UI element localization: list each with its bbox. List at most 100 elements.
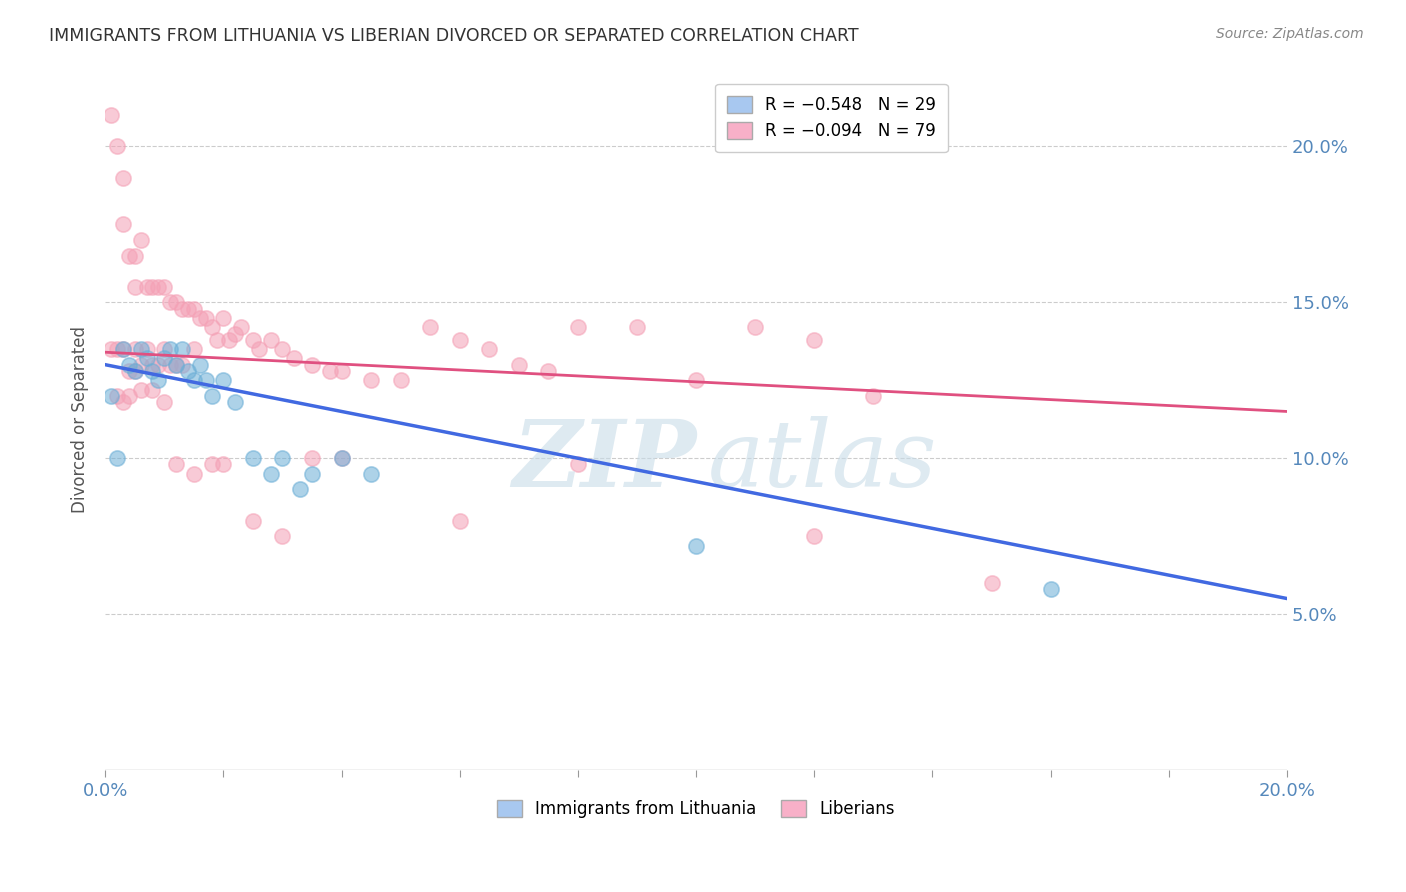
Point <box>118 364 141 378</box>
Point <box>124 279 146 293</box>
Point <box>124 342 146 356</box>
Point <box>242 514 264 528</box>
Point <box>1039 582 1062 597</box>
Point <box>319 364 342 378</box>
Point <box>194 373 217 387</box>
Point <box>111 342 134 356</box>
Point <box>177 364 200 378</box>
Point <box>224 395 246 409</box>
Point <box>183 301 205 316</box>
Point <box>188 358 211 372</box>
Point <box>301 467 323 481</box>
Point <box>212 458 235 472</box>
Point <box>247 342 270 356</box>
Point <box>685 539 707 553</box>
Point <box>153 351 176 366</box>
Point <box>129 358 152 372</box>
Point <box>183 373 205 387</box>
Point <box>105 389 128 403</box>
Point <box>980 576 1002 591</box>
Text: ZIP: ZIP <box>512 417 696 507</box>
Point <box>135 342 157 356</box>
Point <box>200 389 222 403</box>
Point <box>129 342 152 356</box>
Point <box>159 295 181 310</box>
Point <box>129 233 152 247</box>
Point <box>301 358 323 372</box>
Point <box>803 333 825 347</box>
Point <box>148 279 170 293</box>
Point <box>159 342 181 356</box>
Point <box>449 514 471 528</box>
Point <box>153 395 176 409</box>
Point <box>124 364 146 378</box>
Point <box>330 451 353 466</box>
Point <box>141 383 163 397</box>
Point <box>207 333 229 347</box>
Point <box>111 170 134 185</box>
Point <box>301 451 323 466</box>
Point <box>188 310 211 325</box>
Point <box>271 529 294 543</box>
Point <box>100 389 122 403</box>
Point <box>118 249 141 263</box>
Text: IMMIGRANTS FROM LITHUANIA VS LIBERIAN DIVORCED OR SEPARATED CORRELATION CHART: IMMIGRANTS FROM LITHUANIA VS LIBERIAN DI… <box>49 27 859 45</box>
Text: Source: ZipAtlas.com: Source: ZipAtlas.com <box>1216 27 1364 41</box>
Point <box>229 320 252 334</box>
Point <box>148 358 170 372</box>
Point <box>100 108 122 122</box>
Point <box>200 320 222 334</box>
Point <box>129 383 152 397</box>
Point <box>330 364 353 378</box>
Point <box>242 451 264 466</box>
Point <box>153 279 176 293</box>
Point <box>135 279 157 293</box>
Point <box>478 342 501 356</box>
Point <box>685 373 707 387</box>
Point <box>170 301 193 316</box>
Point <box>194 310 217 325</box>
Point <box>200 458 222 472</box>
Point <box>165 358 187 372</box>
Point <box>170 358 193 372</box>
Point <box>159 358 181 372</box>
Point <box>183 467 205 481</box>
Point <box>118 389 141 403</box>
Legend: Immigrants from Lithuania, Liberians: Immigrants from Lithuania, Liberians <box>491 793 903 825</box>
Point <box>360 373 382 387</box>
Point <box>111 218 134 232</box>
Point <box>744 320 766 334</box>
Point <box>224 326 246 341</box>
Point <box>105 451 128 466</box>
Point <box>360 467 382 481</box>
Point <box>803 529 825 543</box>
Point <box>100 342 122 356</box>
Point <box>170 342 193 356</box>
Point <box>212 373 235 387</box>
Point <box>165 458 187 472</box>
Point <box>165 295 187 310</box>
Point <box>111 342 134 356</box>
Point <box>271 451 294 466</box>
Point <box>183 342 205 356</box>
Point <box>135 351 157 366</box>
Point <box>105 139 128 153</box>
Point <box>260 333 283 347</box>
Point <box>124 364 146 378</box>
Point <box>118 358 141 372</box>
Point <box>290 483 312 497</box>
Point <box>141 279 163 293</box>
Point <box>141 358 163 372</box>
Point <box>626 320 648 334</box>
Point <box>111 395 134 409</box>
Point <box>419 320 441 334</box>
Point <box>141 364 163 378</box>
Point <box>862 389 884 403</box>
Point <box>242 333 264 347</box>
Point <box>567 458 589 472</box>
Point <box>537 364 560 378</box>
Point <box>260 467 283 481</box>
Text: atlas: atlas <box>707 417 938 507</box>
Point <box>105 342 128 356</box>
Point <box>389 373 412 387</box>
